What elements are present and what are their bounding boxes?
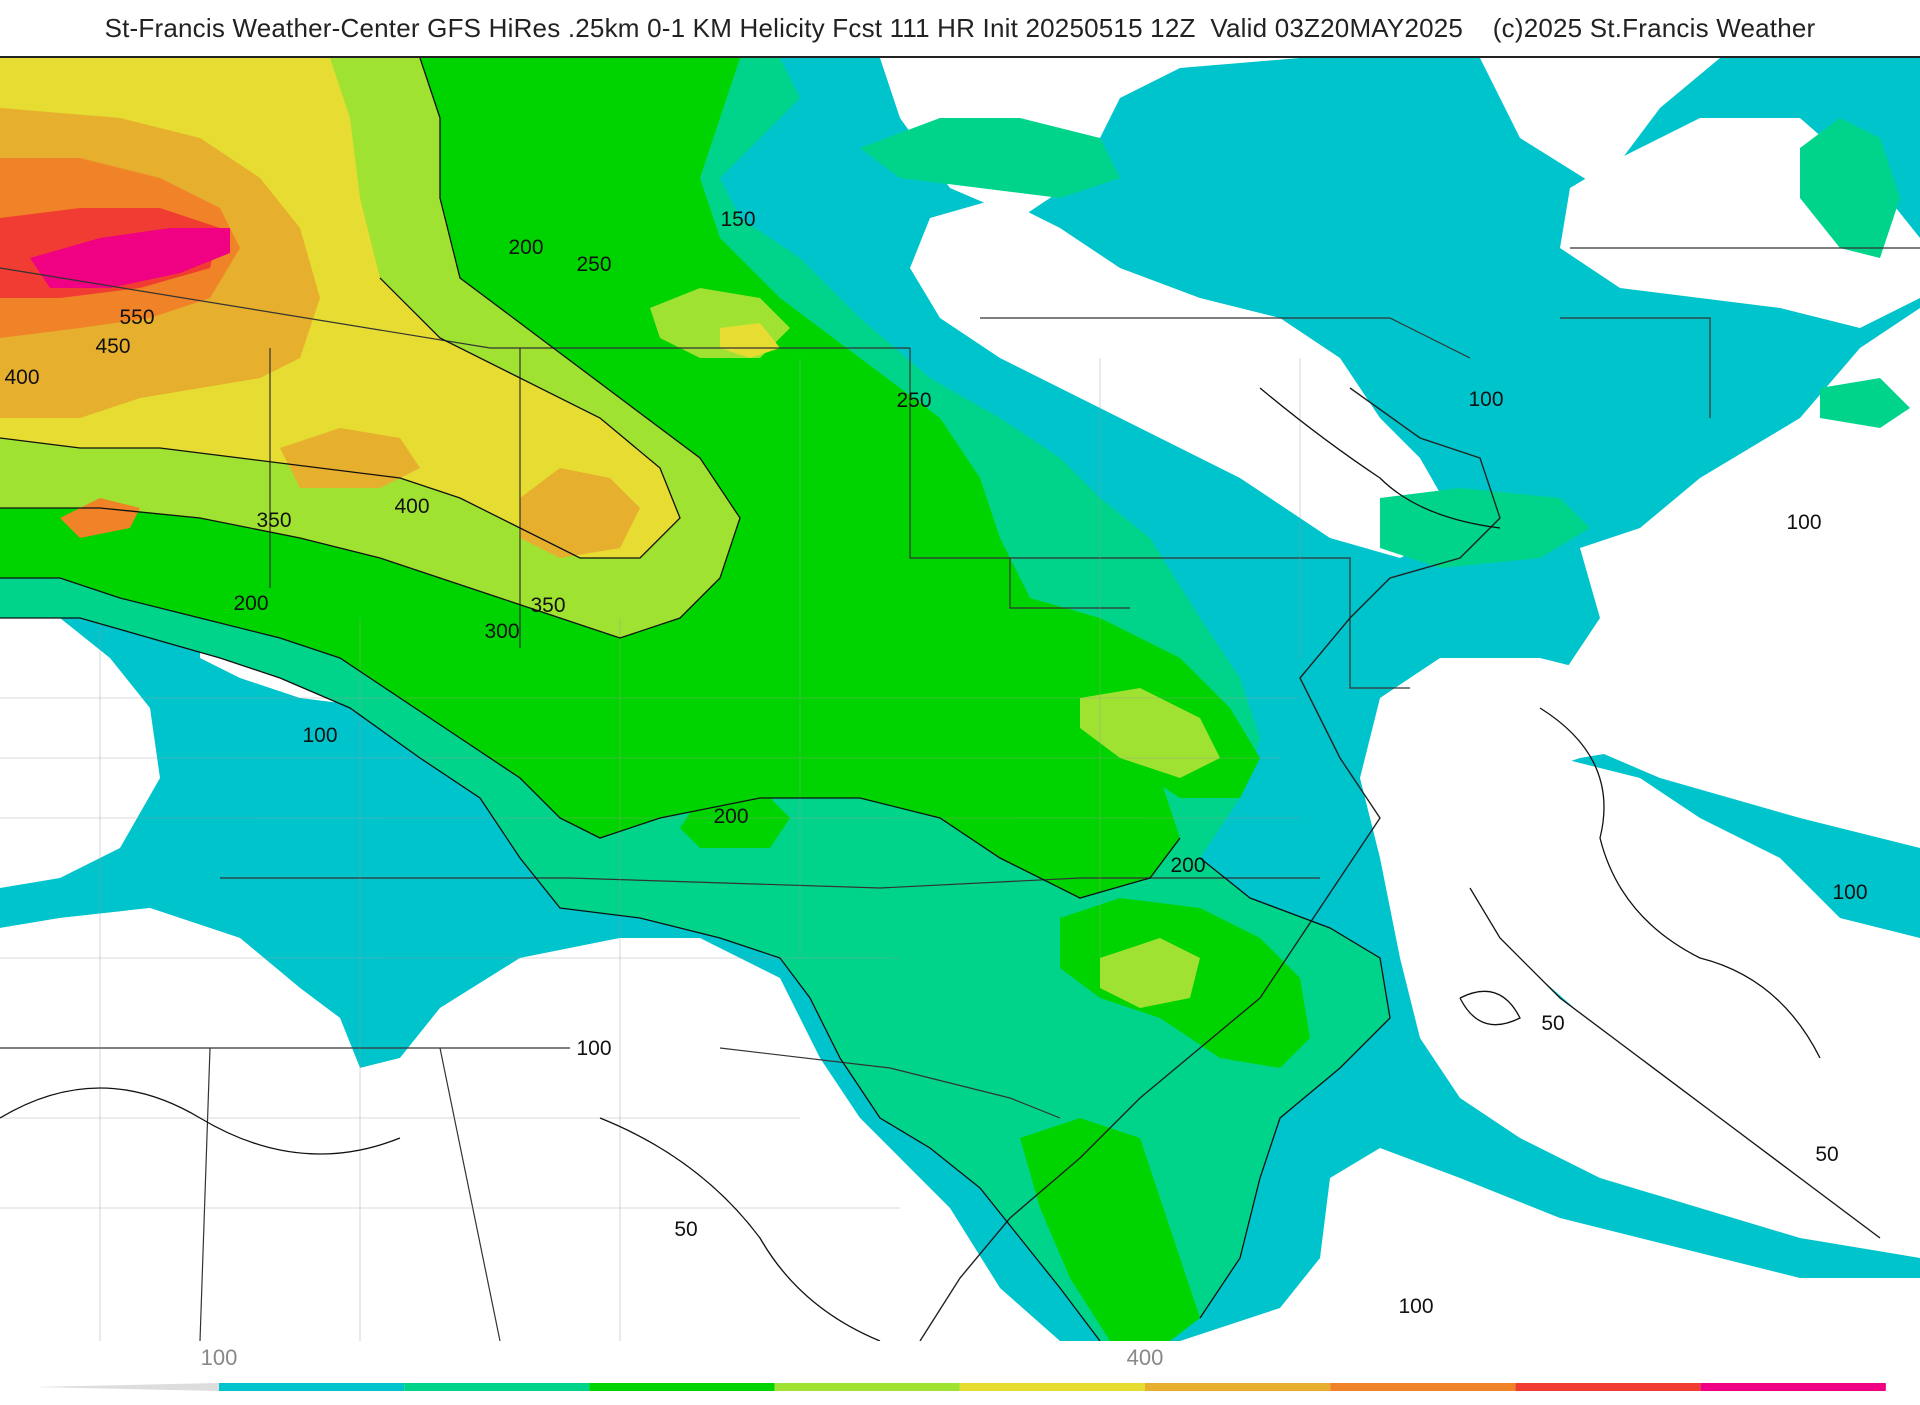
contour-label: 250 (896, 389, 931, 412)
contour-label: 200 (1170, 854, 1205, 877)
contour-label: 100 (1468, 388, 1503, 411)
contour-label: 150 (720, 208, 755, 231)
colorbar-bin (1701, 1383, 1886, 1391)
map-title: St-Francis Weather-Center GFS HiRes .25k… (0, 0, 1920, 56)
contour-label: 200 (713, 805, 748, 828)
contour-label: 200 (233, 592, 268, 615)
colorbar: 100 400 (0, 1341, 1920, 1400)
colorbar-bin (219, 1383, 404, 1391)
colorbar-svg (0, 1341, 1920, 1400)
contour-label: 450 (95, 335, 130, 358)
contour-label: 250 (576, 253, 611, 276)
contour-label: 100 (576, 1037, 611, 1060)
contour-label: 350 (530, 594, 565, 617)
colorbar-bin (960, 1383, 1145, 1391)
map-canvas: 150 200 250 550 450 400 250 100 350 400 … (0, 58, 1920, 1341)
colorbar-bins (34, 1383, 1886, 1391)
helicity-map: 150 200 250 550 450 400 250 100 350 400 … (0, 56, 1920, 1341)
contour-label: 100 (1398, 1295, 1433, 1318)
colorbar-bin (589, 1383, 774, 1391)
contour-label: 50 (674, 1218, 697, 1241)
colorbar-bin (775, 1383, 960, 1391)
contour-label: 50 (1815, 1143, 1838, 1166)
contour-label: 50 (1541, 1012, 1564, 1035)
colorbar-bin (1145, 1383, 1330, 1391)
colorbar-low-arrow (34, 1383, 219, 1391)
contour-label: 550 (119, 306, 154, 329)
colorbar-bin (1515, 1383, 1700, 1391)
contour-label: 100 (1832, 881, 1867, 904)
contour-label: 200 (508, 236, 543, 259)
colorbar-bin (1330, 1383, 1515, 1391)
contour-label: 100 (1786, 511, 1821, 534)
contour-label: 400 (4, 366, 39, 389)
colorbar-tick-label: 100 (201, 1345, 238, 1371)
contour-label: 350 (256, 509, 291, 532)
contour-label: 300 (484, 620, 519, 643)
contour-label: 400 (394, 495, 429, 518)
colorbar-tick-label: 400 (1127, 1345, 1164, 1371)
contour-label: 100 (302, 724, 337, 747)
colorbar-bin (404, 1383, 589, 1391)
